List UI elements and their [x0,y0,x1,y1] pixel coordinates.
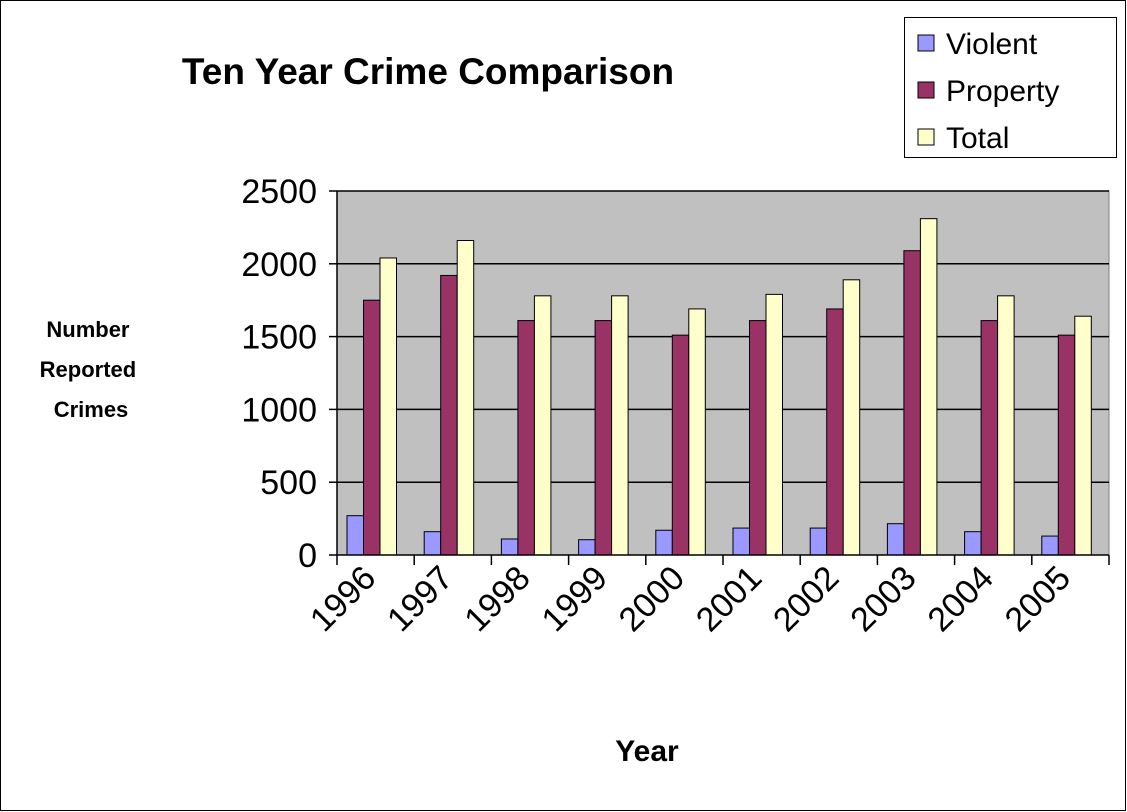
bar-property [749,320,767,556]
bar-total [765,293,783,556]
bar-property [363,299,381,556]
bar-property [826,308,844,556]
y-axis-title-line: Crimes [54,397,129,422]
y-axis-title: Number Reported Crimes [40,317,143,422]
chart-title: Ten Year Crime Comparison [182,51,674,92]
bar-total [919,218,938,556]
bar-total [379,257,397,556]
bar-total [688,308,706,556]
legend: Violent Property Total [904,17,1117,158]
bar-total [842,279,861,556]
y-tick-label: 500 [260,464,317,502]
bar-total [533,295,552,556]
bar-violent [886,523,905,556]
y-tick-label: 1000 [241,391,317,429]
bar-violent [732,527,750,556]
y-tick-label: 0 [298,537,317,575]
bars [346,218,1092,556]
bar-property [980,320,999,556]
legend-swatch-violent [917,34,935,52]
y-tick-label: 2000 [241,246,317,284]
bar-property [903,250,921,556]
y-axis-title-line: Reported [40,357,137,382]
y-tick-label: 2500 [241,173,317,211]
legend-label-violent: Violent [946,28,1038,61]
bar-property [594,320,613,556]
bar-violent [1041,535,1059,556]
bar-property [671,334,690,556]
x-axis-title: Year [615,735,679,768]
legend-box [904,17,1117,158]
y-axis: 0 500 1000 1500 2000 2500 [241,173,338,575]
legend-label-total: Total [946,122,1009,155]
bar-property [440,274,458,556]
bar-property [1057,334,1076,556]
legend-item-violent: Violent [917,28,1038,61]
y-axis-title-line: Number [46,317,130,342]
y-tick-label: 1500 [241,319,317,357]
legend-item-property: Property [917,75,1059,108]
legend-label-property: Property [946,75,1059,108]
bar-violent [346,515,364,556]
bar-violent [964,531,982,556]
bar-total [997,295,1015,556]
legend-swatch-property [917,81,935,99]
bar-violent [809,527,828,556]
bar-total [1074,315,1092,556]
bar-violent [578,539,596,556]
legend-item-total: Total [917,122,1009,155]
bar-violent [500,538,519,556]
bar-total [611,295,629,556]
bar-property [517,320,535,556]
bar-total [456,240,475,556]
legend-swatch-total [917,128,935,146]
bar-violent [423,531,442,556]
bar-violent [655,529,673,556]
